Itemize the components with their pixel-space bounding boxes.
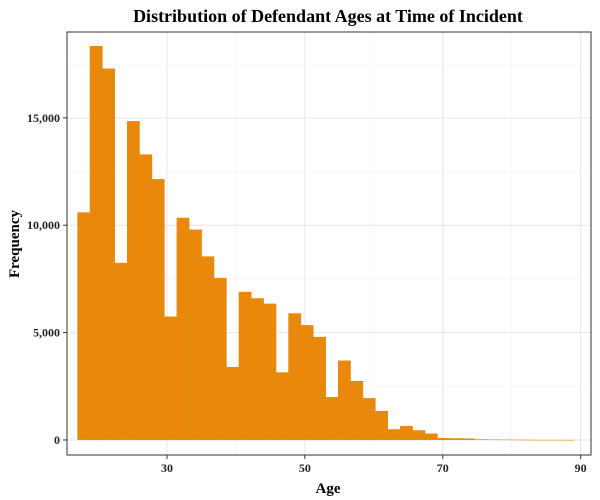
histogram-bar-0 [77,212,91,440]
x-tick-label-2: 70 [437,461,449,475]
histogram-bar-3 [114,262,128,440]
histogram-bar-28 [424,433,438,440]
histogram-bar-10 [201,256,215,440]
y-tick-label-0: 0 [54,433,60,447]
histogram-bar-20 [325,397,339,440]
histogram-bars [77,45,575,441]
histogram-bar-39 [561,439,575,441]
histogram-bar-5 [139,154,153,440]
histogram-bar-33 [486,439,500,441]
histogram-bar-26 [400,426,413,440]
histogram-bar-25 [387,429,401,440]
histogram-bar-13 [238,291,252,440]
chart-title: Distribution of Defendant Ages at Time o… [133,6,523,26]
histogram-bar-19 [313,336,326,440]
axis-ticks: 30 50 70 90 0 5,000 10,000 15,000 [27,111,587,475]
x-tick-label-0: 30 [161,461,173,475]
histogram-bar-9 [189,229,202,440]
histogram-bar-16 [275,372,289,440]
histogram-bar-23 [362,398,376,440]
y-axis-title: Frequency [7,209,23,278]
y-tick-label-3: 15,000 [27,111,60,125]
histogram-bar-36 [524,439,537,441]
histogram-bar-4 [126,121,140,440]
histogram-bar-2 [102,68,115,440]
x-tick-label-3: 90 [575,461,587,475]
panel-border [66,31,592,456]
histogram-bar-27 [412,430,426,440]
histogram-bar-32 [474,439,488,440]
histogram-bar-7 [164,316,178,440]
histogram-bar-30 [449,438,463,440]
histogram-bar-37 [536,439,550,441]
histogram-bar-29 [437,438,451,440]
histogram-bar-31 [462,438,475,440]
histogram-bar-17 [288,313,302,440]
histogram-bar-18 [300,325,314,440]
histogram-bar-15 [263,303,277,440]
histogram-bar-22 [350,380,364,440]
histogram-bar-21 [337,360,351,440]
histogram-bar-1 [89,45,103,440]
histogram-bar-38 [548,439,562,441]
histogram-bar-34 [499,439,513,441]
y-tick-label-2: 10,000 [27,218,60,232]
x-axis-title: Age [316,481,341,497]
histogram-bar-35 [511,439,525,441]
histogram-bar-6 [151,179,165,440]
histogram-bar-14 [251,298,264,440]
x-tick-label-1: 50 [299,461,311,475]
histogram-bar-11 [213,277,227,440]
histogram-bar-24 [375,410,389,440]
histogram-bar-8 [176,217,190,440]
histogram-bar-12 [226,366,240,440]
y-tick-label-1: 5,000 [33,326,60,340]
